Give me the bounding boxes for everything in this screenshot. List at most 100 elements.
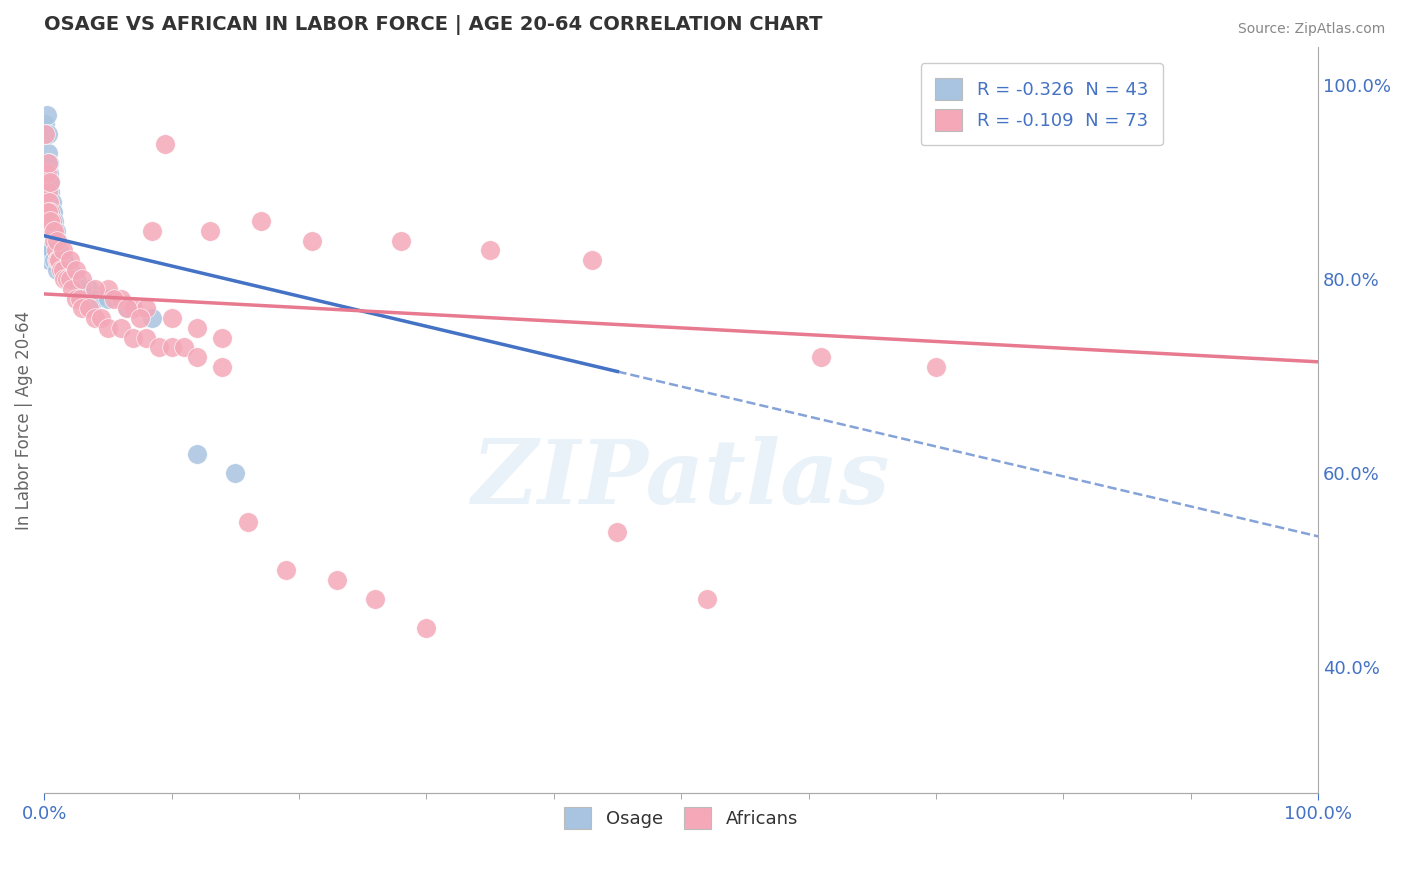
Point (42, 214, 65, 228)
Point (44, 224, 66, 238)
Point (65, 262, 87, 277)
Point (110, 292, 132, 306)
Point (128, 311, 150, 326)
Point (84, 311, 107, 326)
Point (52, 244, 75, 258)
Point (198, 224, 221, 238)
Point (696, 592, 718, 607)
Y-axis label: In Labor Force | Age 20-64: In Labor Force | Age 20-64 (15, 310, 32, 530)
Point (153, 136, 176, 151)
Point (160, 340, 183, 354)
Point (186, 321, 208, 335)
Point (97, 282, 120, 296)
Point (389, 234, 412, 248)
Point (52, 252, 75, 267)
Point (52, 262, 75, 277)
Point (58, 272, 80, 286)
Point (122, 330, 145, 344)
Point (72, 272, 94, 286)
Point (37, 185, 59, 199)
Point (810, 350, 832, 364)
Point (41, 214, 63, 228)
Point (56, 272, 79, 286)
Point (90, 311, 112, 326)
Point (479, 244, 502, 258)
Point (97, 321, 120, 335)
Point (37, 204, 59, 219)
Point (103, 292, 125, 306)
Text: ZIPatlas: ZIPatlas (472, 436, 890, 523)
Point (415, 622, 437, 636)
Point (77, 282, 100, 296)
Point (45, 244, 67, 258)
Point (44, 252, 66, 267)
Point (581, 252, 603, 267)
Point (37, 244, 59, 258)
Point (45, 234, 67, 248)
Point (84, 292, 107, 306)
Point (34, 117, 56, 131)
Point (186, 447, 208, 461)
Point (135, 330, 157, 344)
Point (141, 224, 163, 238)
Point (110, 321, 132, 335)
Point (58, 262, 80, 277)
Point (115, 301, 138, 316)
Text: OSAGE VS AFRICAN IN LABOR FORCE | AGE 20-64 CORRELATION CHART: OSAGE VS AFRICAN IN LABOR FORCE | AGE 20… (44, 15, 823, 35)
Point (249, 214, 271, 228)
Point (41, 194, 63, 209)
Point (42, 224, 65, 238)
Point (236, 515, 259, 529)
Point (97, 292, 120, 306)
Legend: Osage, Africans: Osage, Africans (557, 800, 806, 837)
Point (211, 330, 233, 344)
Point (37, 146, 59, 161)
Point (45, 252, 67, 267)
Point (37, 156, 59, 170)
Point (53, 252, 76, 267)
Point (46, 244, 69, 258)
Point (48, 244, 70, 258)
Point (37, 127, 59, 141)
Point (35, 166, 58, 180)
Point (60, 272, 83, 286)
Point (301, 234, 323, 248)
Point (39, 214, 62, 228)
Point (186, 350, 208, 364)
Point (364, 592, 387, 607)
Point (925, 359, 948, 374)
Point (173, 340, 195, 354)
Point (60, 282, 83, 296)
Point (39, 176, 62, 190)
Point (41, 244, 63, 258)
Point (122, 301, 145, 316)
Point (46, 252, 69, 267)
Point (45, 224, 67, 238)
Point (65, 272, 87, 286)
Point (49, 262, 72, 277)
Point (48, 252, 70, 267)
Text: Source: ZipAtlas.com: Source: ZipAtlas.com (1237, 22, 1385, 37)
Point (38, 156, 60, 170)
Point (35, 107, 58, 121)
Point (44, 224, 66, 238)
Point (53, 272, 76, 286)
Point (38, 166, 60, 180)
Point (39, 244, 62, 258)
Point (69, 292, 91, 306)
Point (38, 194, 60, 209)
Point (41, 204, 63, 219)
Point (77, 301, 100, 316)
Point (38, 252, 60, 267)
Point (84, 282, 107, 296)
Point (65, 292, 87, 306)
Point (56, 262, 79, 277)
Point (72, 282, 94, 296)
Point (211, 359, 233, 374)
Point (115, 301, 138, 316)
Point (58, 272, 80, 286)
Point (44, 234, 66, 248)
Point (276, 563, 298, 577)
Point (148, 340, 170, 354)
Point (606, 524, 628, 539)
